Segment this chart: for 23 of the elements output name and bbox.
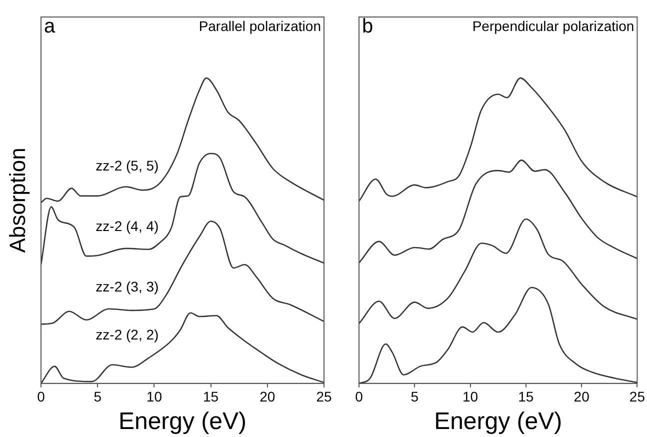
series-label: zz-2 (2, 2) bbox=[96, 326, 159, 342]
x-axis-title: Energy (eV) bbox=[118, 408, 247, 436]
y-axis-title: Absorption bbox=[5, 148, 30, 253]
text: a bbox=[44, 16, 56, 38]
x-tick-label: 5 bbox=[410, 388, 419, 405]
x-tick-label: 0 bbox=[355, 388, 364, 405]
x-tick-label: 15 bbox=[203, 388, 219, 405]
series-label: zz-2 (5, 5) bbox=[96, 157, 159, 174]
x-tick-label: 10 bbox=[462, 388, 478, 405]
x-tick-label: 15 bbox=[518, 388, 534, 405]
chart-title: Parallel polarization bbox=[198, 18, 321, 34]
series-label: zz-2 (4, 4) bbox=[96, 218, 159, 234]
x-tick-label: 10 bbox=[146, 388, 162, 405]
x-tick-label: 25 bbox=[316, 388, 332, 405]
series-label: zz-2 (3, 3) bbox=[96, 278, 159, 294]
x-tick-label: 0 bbox=[37, 388, 46, 405]
x-tick-label: 20 bbox=[574, 388, 590, 405]
x-tick-label: 5 bbox=[94, 388, 102, 405]
text: b bbox=[362, 16, 374, 38]
chart-title: Perpendicular polarization bbox=[472, 18, 634, 34]
x-tick-label: 25 bbox=[629, 388, 646, 405]
x-tick-label: 20 bbox=[260, 388, 276, 405]
x-axis-title: Energy (eV) bbox=[434, 408, 562, 436]
